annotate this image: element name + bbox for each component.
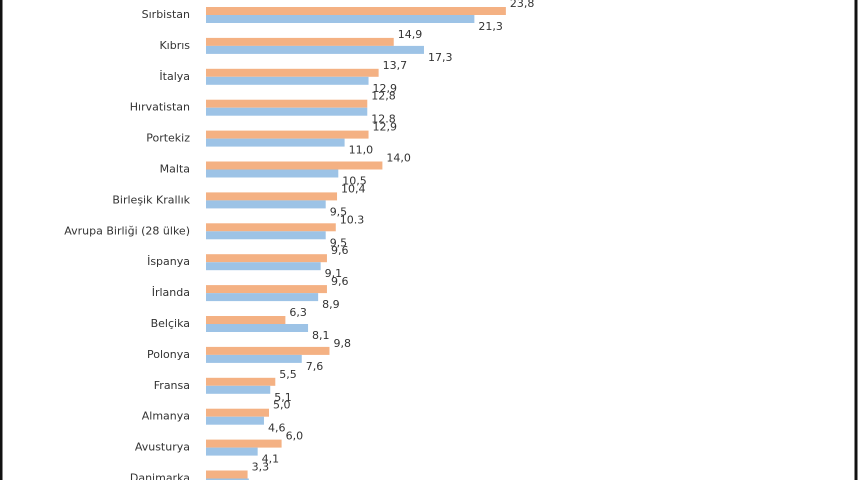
value-label: 9,6	[331, 244, 349, 257]
y-tick-label: Almanya	[142, 410, 190, 423]
y-tick-label: Polonya	[147, 348, 190, 361]
value-label: 3,3	[252, 461, 270, 474]
bar	[206, 169, 339, 178]
value-label: 4,6	[268, 422, 286, 435]
bar	[206, 200, 326, 209]
bar	[206, 478, 249, 480]
bar	[206, 385, 271, 394]
value-label: 14,0	[386, 152, 411, 165]
value-label: 7,6	[306, 360, 324, 373]
bar	[206, 293, 319, 302]
bar	[206, 161, 383, 170]
bar	[206, 15, 475, 23]
value-label: 14,9	[398, 28, 423, 41]
bar	[206, 99, 368, 108]
bar	[206, 68, 379, 77]
bar	[206, 192, 338, 201]
value-label: 17,3	[428, 51, 453, 64]
value-label: 12.8	[371, 113, 396, 126]
bar	[206, 138, 345, 147]
value-label: 6,0	[286, 430, 304, 443]
bar	[206, 7, 506, 15]
value-label: 10.3	[340, 213, 365, 226]
y-tick-label: Danimarka	[130, 472, 190, 480]
bar	[206, 37, 394, 46]
bar	[206, 439, 282, 448]
bar	[206, 470, 248, 479]
bar	[206, 76, 369, 85]
value-label: 5,0	[273, 399, 291, 412]
bar	[206, 408, 269, 417]
bar	[206, 107, 368, 116]
y-tick-label: İspanya	[147, 255, 190, 268]
y-tick-label: İtalya	[159, 70, 190, 83]
value-label: 5,1	[274, 391, 292, 404]
value-label: 10,4	[341, 182, 366, 195]
bar	[206, 316, 286, 324]
bar	[206, 354, 302, 363]
y-tick-label: Hırvatistan	[130, 101, 190, 114]
value-label: 6,3	[289, 306, 307, 319]
y-tick-label: İrlanda	[152, 286, 190, 299]
y-tick-label: Fransa	[154, 379, 190, 392]
value-label: 12,9	[373, 82, 398, 95]
value-label: 9,6	[331, 275, 349, 288]
value-label: 5,5	[279, 368, 297, 381]
bar	[206, 377, 276, 386]
y-tick-label: Kıbrıs	[159, 39, 190, 52]
bar	[206, 254, 327, 263]
bar	[206, 324, 309, 332]
bar	[206, 416, 264, 425]
bar	[206, 130, 369, 139]
value-label: 9,5	[330, 236, 348, 249]
y-tick-label: Portekiz	[146, 132, 190, 145]
value-label: 9,1	[325, 267, 343, 280]
value-label: 8,9	[322, 298, 340, 311]
bar	[206, 223, 336, 232]
value-label: 11,0	[349, 144, 374, 157]
y-tick-label: Malta	[160, 163, 190, 176]
y-tick-label: Birleşik Krallık	[112, 193, 190, 206]
bar	[206, 346, 330, 355]
value-label: 23,8	[510, 0, 535, 10]
bar	[206, 447, 258, 456]
value-label: 9,8	[333, 337, 351, 350]
value-label: 4,1	[262, 453, 280, 466]
y-tick-label: Avusturya	[135, 441, 190, 454]
bar	[206, 285, 327, 294]
value-label: 21,3	[478, 20, 503, 33]
y-tick-label: Avrupa Birliği (28 ülke)	[64, 224, 190, 237]
bar	[206, 262, 321, 271]
value-label: 12,9	[373, 121, 398, 134]
y-tick-label: Belçika	[151, 317, 190, 330]
y-tick-label: Sırbistan	[142, 8, 190, 21]
value-label: 10,5	[342, 175, 367, 188]
bar	[206, 231, 326, 240]
value-label: 12,8	[371, 90, 396, 103]
value-label: 13,7	[383, 59, 408, 72]
value-label: 9,5	[330, 205, 348, 218]
value-label: 8,1	[312, 329, 330, 342]
bar	[206, 45, 424, 54]
